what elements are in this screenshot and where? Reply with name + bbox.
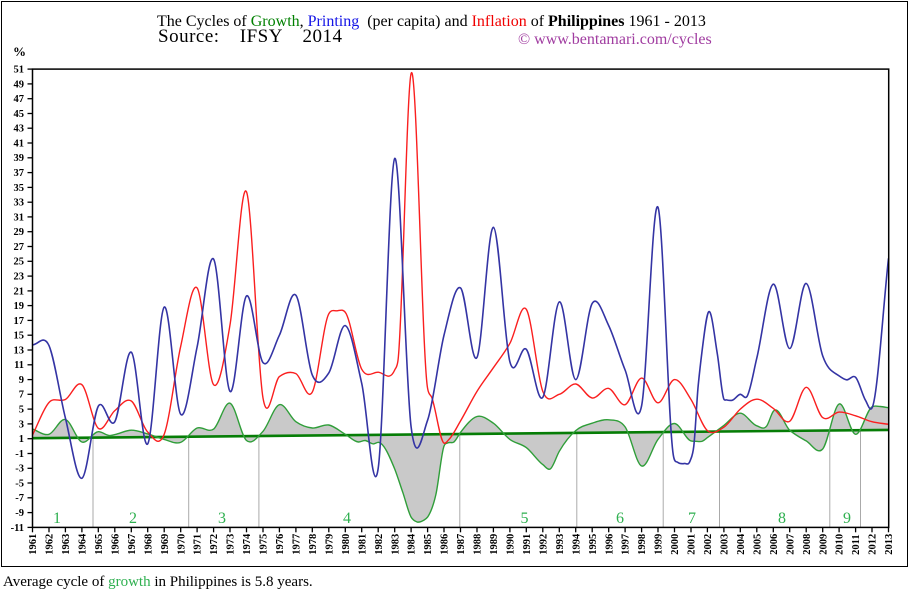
svg-text:5: 5	[521, 510, 529, 527]
svg-text:7: 7	[19, 390, 24, 401]
svg-text:1971: 1971	[193, 534, 204, 555]
svg-text:-5: -5	[15, 478, 24, 489]
svg-text:2005: 2005	[752, 534, 763, 555]
svg-text:1997: 1997	[621, 534, 632, 555]
svg-text:4: 4	[343, 510, 351, 527]
svg-text:1962: 1962	[45, 534, 56, 555]
svg-text:2010: 2010	[835, 534, 846, 555]
svg-text:1982: 1982	[374, 534, 385, 555]
svg-text:45: 45	[14, 109, 25, 120]
svg-text:2013: 2013	[884, 534, 895, 555]
svg-text:1: 1	[53, 510, 61, 527]
svg-text:1967: 1967	[127, 534, 138, 555]
svg-text:2007: 2007	[785, 534, 796, 555]
svg-text:9: 9	[19, 375, 24, 386]
svg-text:%: %	[13, 44, 26, 59]
svg-text:3: 3	[218, 510, 226, 527]
svg-text:1990: 1990	[506, 534, 517, 555]
svg-text:1963: 1963	[61, 534, 72, 555]
svg-text:1987: 1987	[456, 534, 467, 555]
svg-text:15: 15	[14, 331, 25, 342]
svg-text:2: 2	[129, 510, 137, 527]
svg-text:1966: 1966	[110, 534, 121, 555]
svg-text:1988: 1988	[473, 534, 484, 555]
svg-text:1986: 1986	[440, 534, 451, 555]
svg-text:8: 8	[778, 510, 786, 527]
svg-text:2001: 2001	[687, 534, 698, 555]
svg-text:1965: 1965	[94, 534, 105, 555]
svg-text:3: 3	[19, 419, 24, 430]
svg-text:47: 47	[14, 94, 25, 105]
svg-text:1973: 1973	[226, 534, 237, 555]
svg-text:1970: 1970	[176, 534, 187, 555]
svg-text:-3: -3	[15, 464, 24, 475]
svg-text:49: 49	[14, 79, 25, 90]
svg-text:33: 33	[14, 198, 25, 209]
svg-text:2011: 2011	[851, 534, 862, 554]
svg-text:35: 35	[14, 183, 25, 194]
svg-text:1995: 1995	[588, 534, 599, 555]
svg-text:2012: 2012	[868, 534, 879, 555]
svg-text:2003: 2003	[720, 534, 731, 555]
svg-text:1979: 1979	[324, 534, 335, 555]
svg-text:29: 29	[14, 227, 25, 238]
svg-text:51: 51	[14, 65, 25, 76]
svg-text:17: 17	[14, 316, 25, 327]
svg-text:-11: -11	[11, 523, 24, 534]
svg-text:2009: 2009	[818, 534, 829, 555]
svg-text:1996: 1996	[604, 534, 615, 555]
svg-text:1980: 1980	[341, 534, 352, 555]
svg-text:2000: 2000	[670, 534, 681, 555]
svg-text:9: 9	[843, 510, 851, 527]
svg-text:31: 31	[14, 212, 25, 223]
svg-text:11: 11	[14, 360, 24, 371]
svg-text:1998: 1998	[637, 534, 648, 555]
svg-text:39: 39	[14, 153, 25, 164]
svg-text:13: 13	[14, 345, 25, 356]
svg-text:5: 5	[19, 405, 24, 416]
svg-text:41: 41	[14, 138, 25, 149]
svg-text:37: 37	[14, 168, 25, 179]
svg-text:2004: 2004	[736, 533, 747, 555]
svg-text:6: 6	[616, 510, 624, 527]
svg-text:1974: 1974	[242, 533, 253, 555]
svg-text:1977: 1977	[292, 534, 303, 555]
svg-text:25: 25	[14, 257, 25, 268]
svg-text:-7: -7	[15, 493, 24, 504]
svg-text:2006: 2006	[769, 534, 780, 555]
svg-text:2002: 2002	[703, 534, 714, 555]
svg-text:1975: 1975	[259, 534, 270, 555]
svg-text:1991: 1991	[522, 534, 533, 555]
svg-text:1978: 1978	[308, 534, 319, 555]
svg-text:-1: -1	[15, 449, 24, 460]
svg-text:7: 7	[688, 510, 696, 527]
svg-text:1: 1	[19, 434, 24, 445]
svg-text:21: 21	[14, 286, 25, 297]
svg-text:1992: 1992	[538, 534, 549, 555]
svg-text:23: 23	[14, 272, 25, 283]
svg-text:1981: 1981	[357, 534, 368, 555]
svg-text:1976: 1976	[275, 534, 286, 555]
svg-text:1969: 1969	[160, 534, 171, 555]
svg-text:43: 43	[14, 124, 25, 135]
svg-text:27: 27	[14, 242, 25, 253]
svg-text:1964: 1964	[78, 533, 89, 555]
svg-text:1972: 1972	[209, 534, 220, 555]
svg-text:1994: 1994	[571, 533, 582, 555]
svg-text:19: 19	[14, 301, 25, 312]
svg-text:1984: 1984	[407, 533, 418, 555]
svg-text:-9: -9	[15, 508, 24, 519]
svg-text:1985: 1985	[423, 534, 434, 555]
svg-text:1961: 1961	[28, 534, 39, 555]
svg-text:1999: 1999	[654, 534, 665, 555]
svg-text:1983: 1983	[390, 534, 401, 555]
svg-text:1968: 1968	[143, 534, 154, 555]
svg-text:2008: 2008	[802, 534, 813, 555]
svg-text:1993: 1993	[555, 534, 566, 555]
svg-text:1989: 1989	[489, 534, 500, 555]
